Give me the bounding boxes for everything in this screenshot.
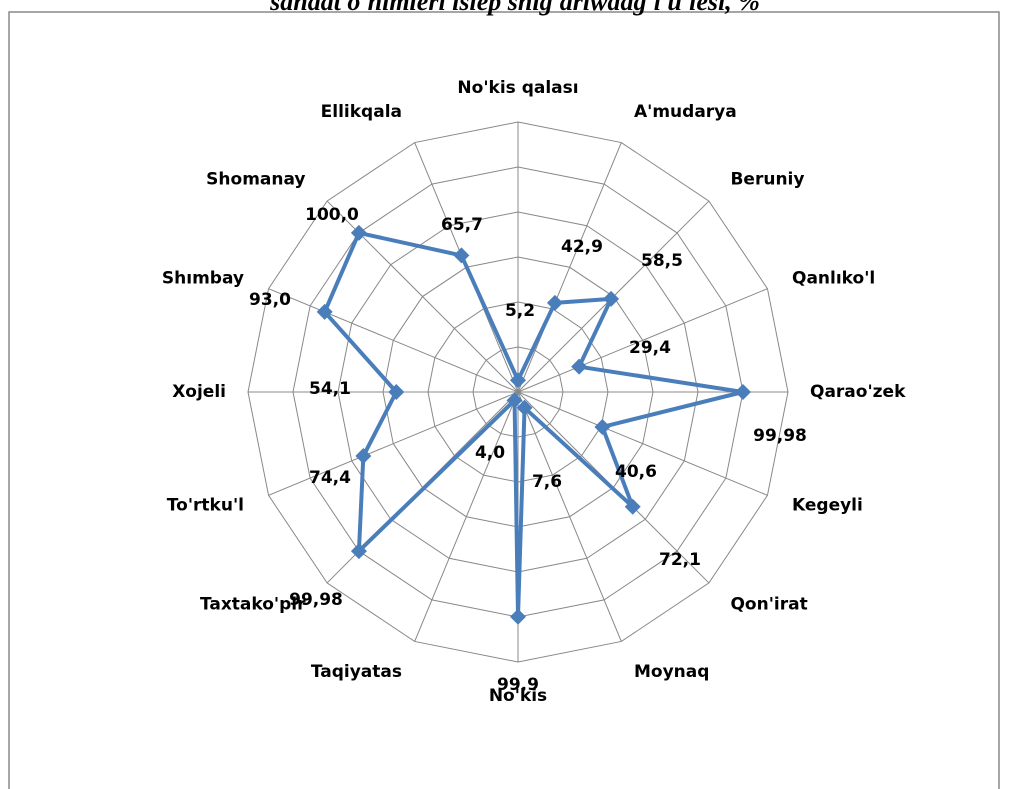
category-label: Kegeyli — [792, 496, 863, 516]
value-label: 7,6 — [532, 472, 562, 492]
value-label: 65,7 — [441, 215, 483, 235]
data-marker — [510, 608, 526, 625]
value-label: 74,4 — [309, 468, 351, 488]
category-label: Qon'irat — [730, 594, 807, 614]
value-label: 54,1 — [309, 379, 351, 399]
category-label: Taqiyatas — [311, 662, 402, 682]
category-label: To'rtku'l — [167, 496, 244, 516]
data-marker — [571, 358, 588, 375]
data-marker — [546, 294, 563, 311]
category-label: Moynaq — [634, 662, 709, 682]
spoke — [517, 288, 768, 393]
value-label: 29,4 — [629, 338, 671, 358]
chart-title: sanaat o'nimleri islep shig'arıwdag'ı u'… — [269, 0, 760, 16]
data-marker — [510, 372, 526, 389]
value-label: 4,0 — [475, 443, 505, 463]
value-label: 99,98 — [753, 426, 807, 446]
value-label: 40,6 — [615, 462, 657, 482]
category-label: Ellikqala — [321, 102, 402, 122]
category-label: No'kis — [489, 686, 547, 706]
value-label: 42,9 — [561, 237, 603, 257]
data-marker — [388, 384, 405, 400]
spoke — [517, 391, 622, 642]
spoke — [414, 391, 519, 642]
category-label: No'kis qalası — [457, 78, 578, 98]
value-label: 93,0 — [249, 290, 291, 310]
data-marker — [734, 384, 751, 400]
value-label: 100,0 — [305, 205, 359, 225]
category-label: Beruniy — [730, 170, 804, 190]
category-label: Shomanay — [206, 170, 305, 190]
category-label: Shımbay — [162, 268, 244, 288]
value-label: 99,98 — [289, 590, 343, 610]
data-marker — [506, 392, 523, 409]
category-label: Taxtako'pir — [200, 594, 306, 614]
spoke — [268, 391, 519, 496]
value-label: 99,9 — [497, 675, 539, 695]
data-marker — [453, 247, 470, 264]
category-label: Qanlıko'l — [792, 268, 875, 288]
data-marker — [355, 448, 372, 465]
data-marker — [316, 303, 333, 320]
category-label: Qarao'zek — [810, 382, 906, 402]
data-marker — [350, 543, 367, 560]
spoke — [517, 391, 768, 496]
spoke — [268, 288, 519, 393]
data-marker — [624, 498, 641, 515]
data-marker — [594, 418, 611, 435]
spoke — [517, 142, 622, 393]
data-marker — [350, 224, 367, 241]
category-label: Xojeli — [172, 382, 226, 402]
value-label: 72,1 — [659, 550, 701, 570]
category-label: A'mudarya — [634, 102, 737, 122]
value-label: 5,2 — [505, 301, 535, 321]
value-label: 58,5 — [641, 251, 683, 271]
data-marker — [603, 290, 620, 307]
data-marker — [516, 399, 533, 416]
